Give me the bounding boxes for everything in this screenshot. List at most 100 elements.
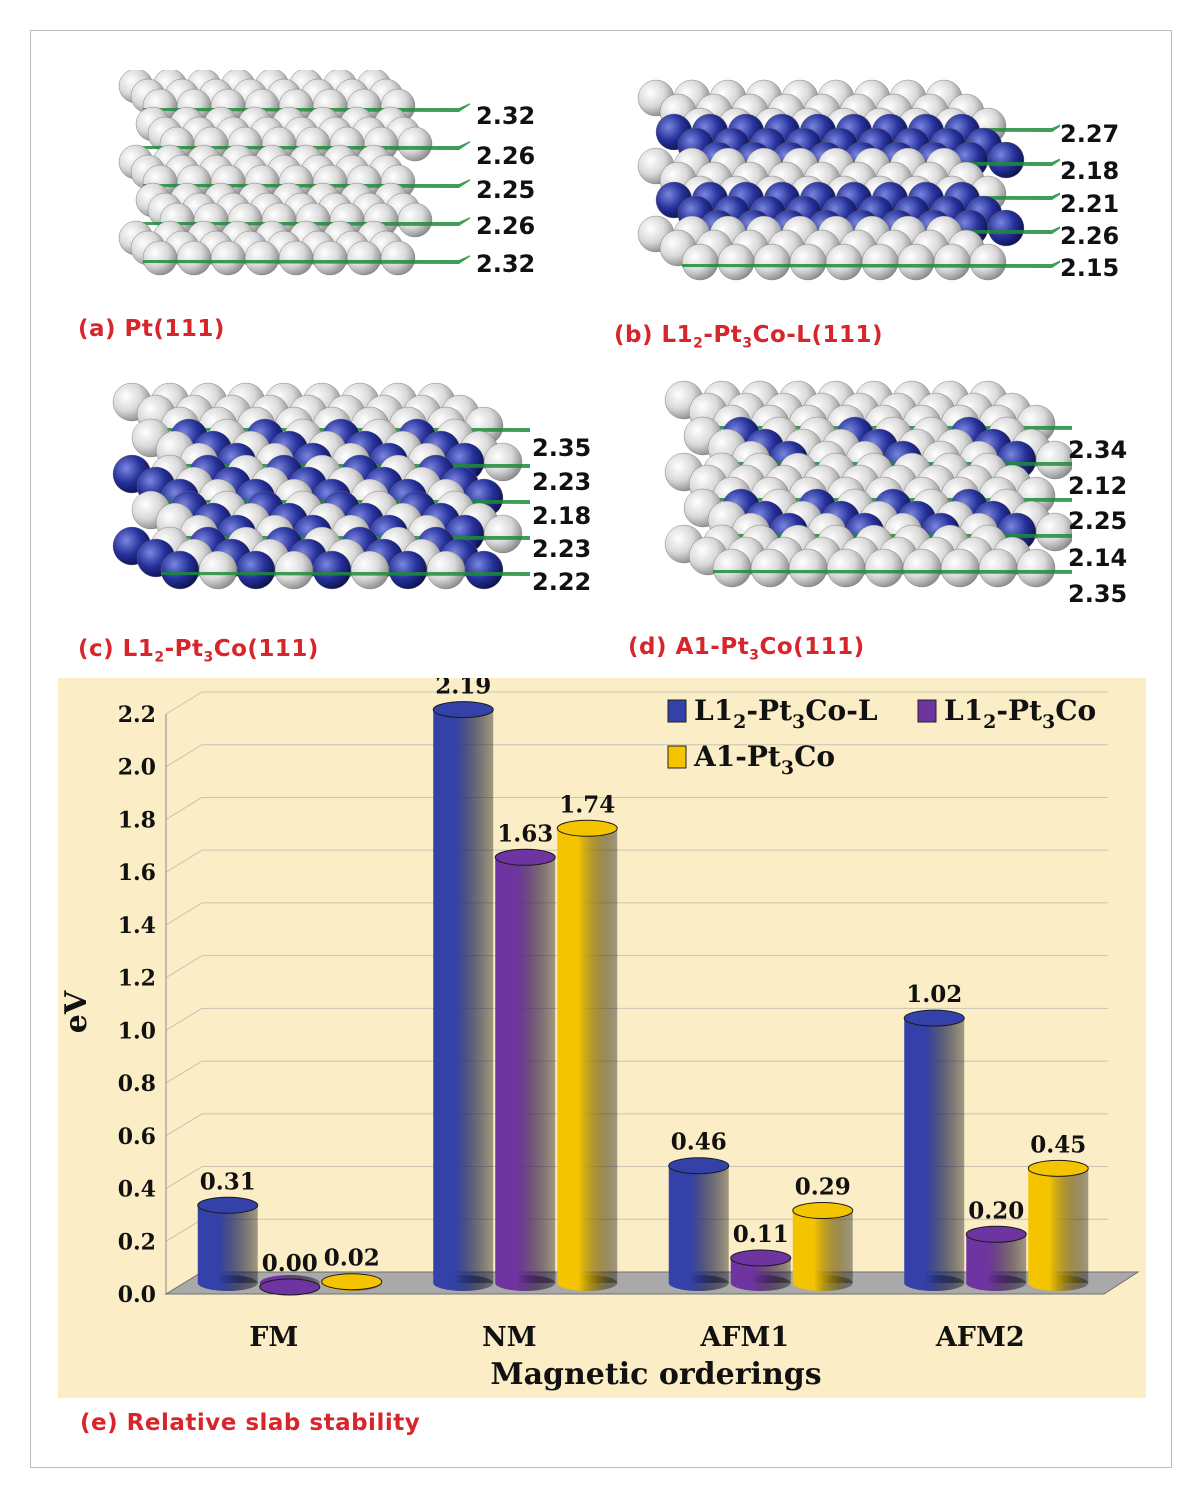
data-label: 0.00: [262, 1250, 318, 1277]
data-label: 1.74: [559, 791, 615, 818]
y-tick-label: 1.8: [118, 807, 156, 833]
y-tick-label: 2.2: [118, 702, 156, 728]
y-tick-label: 1.4: [118, 913, 156, 939]
panel-b-caption-sub2: 3: [742, 335, 753, 352]
bar-top: [259, 1278, 321, 1296]
y-axis-title: eV: [59, 990, 94, 1033]
panel-a-spacing-1: 2.32: [476, 102, 536, 130]
bar-base: [557, 1275, 618, 1291]
bar-chart: 0.0 0.2 0.4 0.6 0.8 1.0 1.2 1.4 1.6 1.8 2.0 2.2 FM 0.…: [59, 673, 1140, 1392]
legend-label: L12-Pt3Co: [944, 694, 1096, 733]
panel-d-spacing-4: 2.14: [1068, 544, 1128, 572]
y-tick-label: 0.8: [118, 1071, 156, 1097]
bar-base: [904, 1275, 965, 1291]
panel-d-slab-image: [664, 380, 1072, 588]
pt-atom: [1035, 512, 1072, 552]
panel-a-caption: (a) Pt(111): [78, 316, 225, 342]
bar-top: [556, 819, 618, 837]
x-tick-label: NM: [482, 1322, 537, 1353]
panel-c-slab-image: [112, 382, 530, 590]
panel-c-caption-part2: -Pt: [164, 636, 204, 662]
pt-atom: [712, 548, 752, 588]
bar-top: [494, 848, 556, 866]
co-atom: [160, 550, 200, 590]
panel-b-slab: [600, 70, 1060, 300]
gridline-diagonal: [165, 797, 203, 820]
bar-base: [668, 1275, 729, 1291]
panel-b-caption-part3: Co-L(111): [752, 322, 883, 348]
pt-atom: [902, 548, 942, 588]
co-atom: [312, 550, 352, 590]
pt-atom: [933, 243, 971, 281]
legend-swatch: [667, 699, 687, 723]
pt-atom: [897, 243, 935, 281]
bar: [197, 1205, 258, 1283]
gridline-diagonal: [165, 1007, 203, 1031]
panel-c-spacing-5: 2.22: [532, 568, 592, 596]
data-label: 1.63: [497, 820, 553, 847]
x-tick-label: FM: [249, 1322, 298, 1353]
data-label: 2.19: [435, 678, 491, 700]
y-tick-label: 1.2: [118, 966, 156, 992]
legend-label: A1-Pt3Co: [693, 740, 835, 779]
chart-caption: (e) Relative slab stability: [80, 1410, 421, 1436]
panel-a-spacing-5: 2.32: [476, 250, 536, 278]
bar: [557, 828, 618, 1283]
pt-atom: [978, 548, 1018, 588]
atomic-plane: [143, 141, 470, 150]
bar-base: [495, 1275, 556, 1291]
co-atom: [236, 550, 276, 590]
pt-atom: [940, 548, 980, 588]
pt-atom: [483, 442, 523, 482]
panel-d-caption: (d) A1-Pt3Co(111): [628, 634, 865, 664]
data-label: 0.11: [733, 1221, 789, 1248]
panel-d-caption-part2: Co(111): [759, 634, 865, 660]
data-label: 0.46: [671, 1129, 727, 1156]
y-tick-label: 1.0: [118, 1018, 156, 1044]
data-label: 0.20: [968, 1197, 1024, 1224]
bar-top: [792, 1202, 854, 1220]
bar-top: [965, 1225, 1027, 1243]
pt-atom: [717, 243, 755, 281]
panel-c-spacing-2: 2.23: [532, 468, 592, 496]
panel-c-spacing-1: 2.35: [532, 434, 592, 462]
pt-atom: [969, 243, 1007, 281]
pt-atom: [142, 240, 178, 276]
pt-atom: [426, 550, 466, 590]
panel-b-spacing-1: 2.27: [1060, 120, 1120, 148]
bar: [495, 857, 556, 1283]
bar-top: [432, 701, 494, 719]
y-tick-label: 0.6: [118, 1124, 156, 1150]
panel-b-slab-image: [637, 79, 1060, 281]
pt-atom: [861, 243, 899, 281]
y-tick-label: 2.0: [118, 755, 156, 781]
data-label: 0.45: [1030, 1131, 1086, 1158]
gridline-diagonal: [165, 902, 203, 926]
bar: [792, 1210, 853, 1283]
pt-atom: [789, 243, 827, 281]
bar-base: [966, 1275, 1027, 1291]
pt-atom: [788, 548, 828, 588]
bar-top: [730, 1249, 792, 1267]
gridline-diagonal: [165, 1113, 203, 1137]
panel-d-spacing-5: 2.35: [1068, 580, 1128, 608]
pt-atom: [244, 240, 280, 276]
y-tick-label: 0.4: [118, 1177, 156, 1203]
bar-base: [730, 1275, 791, 1291]
panel-a-spacing-2: 2.26: [476, 142, 536, 170]
bar-base: [197, 1275, 258, 1291]
bar-top: [903, 1009, 965, 1027]
pt-atom: [750, 548, 790, 588]
legend-swatch: [917, 699, 937, 723]
panel-d-caption-part1: (d) A1-Pt: [628, 634, 750, 660]
panel-d-slab: [612, 378, 1072, 618]
pt-atom: [681, 243, 719, 281]
co-atom: [464, 550, 504, 590]
pt-atom: [346, 240, 382, 276]
chart-panel: 0.0 0.2 0.4 0.6 0.8 1.0 1.2 1.4 1.6 1.8 2.0 2.2 FM 0.…: [58, 673, 1146, 1398]
bar: [904, 1018, 965, 1283]
pt-atom: [825, 243, 863, 281]
figure-frame: [30, 30, 1172, 1468]
data-label: 1.02: [906, 981, 962, 1008]
gridline-diagonal: [165, 1166, 203, 1189]
